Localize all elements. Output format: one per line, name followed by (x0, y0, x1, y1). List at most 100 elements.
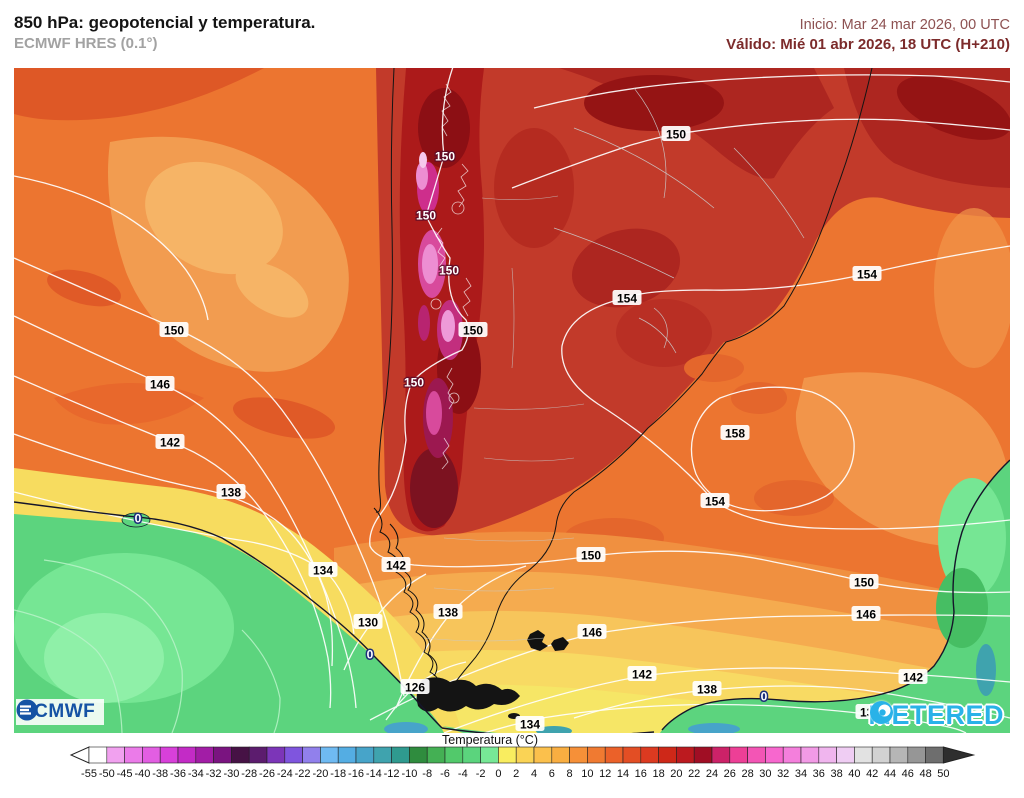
colorbar-tick: -6 (440, 768, 450, 780)
falkland-islands (527, 630, 569, 651)
colorbar-tick: -34 (188, 768, 204, 780)
colorbar-segment (765, 746, 784, 764)
contour-label-pill (353, 614, 383, 629)
contour-label-pill (381, 557, 411, 572)
colorbar-tick: -20 (312, 768, 328, 780)
contour-label-pill (145, 376, 175, 391)
colorbar-segment (818, 746, 837, 764)
colorbar-right-arrow (942, 746, 976, 764)
colorbar-tick: -28 (241, 768, 257, 780)
colorbar-tick: 24 (706, 768, 718, 780)
contour-label: 138 (438, 606, 458, 620)
colorbar-segment (177, 746, 197, 764)
colorbar-segment (515, 746, 535, 764)
contour-label-pill (661, 126, 691, 141)
contour-label-andes: 150 (439, 264, 459, 278)
colorbar-segment (124, 746, 143, 764)
colorbar-segment (871, 746, 891, 764)
contour-label: 150 (164, 324, 184, 338)
contour-label-pill (612, 290, 642, 305)
colorbar-tick: 2 (513, 768, 519, 780)
colorbar-tick: 38 (830, 768, 842, 780)
colorbar-tick: 14 (617, 768, 629, 780)
colorbar-tick: -10 (401, 768, 417, 780)
colorbar-segment (480, 746, 499, 764)
colorbar-tick: 42 (866, 768, 878, 780)
zero-isotherm-label: 0 (761, 690, 768, 704)
south-andes-crinkle (373, 507, 447, 709)
contour-label: 126 (405, 681, 425, 695)
colorbar-tick: 48 (919, 768, 931, 780)
colorbar-segment (195, 746, 214, 764)
colorbar-segment (747, 746, 766, 764)
colorbar-tick: 20 (670, 768, 682, 780)
colorbar-tick: 32 (777, 768, 789, 780)
map-area: 150 146 142 138 134 142 138 130 126 134 150 150 146 1… (14, 68, 1010, 733)
contour-label-andes: 150 (416, 209, 436, 223)
contour-label-pill (700, 493, 730, 508)
colorbar-title: Temperatura (°C) (442, 733, 538, 747)
contour-label: 158 (725, 427, 745, 441)
colorbar-tick: -8 (422, 768, 432, 780)
tierra-del-fuego (416, 677, 520, 712)
zero-isotherm (14, 459, 1010, 733)
colorbar-segment (462, 746, 481, 764)
colorbar-segment (693, 746, 713, 764)
contour-label-pill (720, 425, 750, 440)
contour-label: 150 (463, 324, 483, 338)
model-subtitle: ECMWF HRES (0.1°) (14, 35, 158, 53)
colorbar-segment (640, 746, 659, 764)
colorbar-tick: -45 (117, 768, 133, 780)
contour-label-pill (458, 322, 488, 337)
colorbar-tick: 16 (635, 768, 647, 780)
colorbar-segment (106, 746, 125, 764)
contour-label: 150 (666, 128, 686, 142)
colorbar-tick: -2 (476, 768, 486, 780)
contour-label-pill (627, 666, 657, 681)
colorbar-tick: 36 (813, 768, 825, 780)
colorbar-segment (729, 746, 748, 764)
colorbar-tick: 30 (759, 768, 771, 780)
colorbar-tick: -4 (458, 768, 468, 780)
colorbar-tick: 34 (795, 768, 807, 780)
colorbar-segment (337, 746, 357, 764)
colorbar-tick: -26 (259, 768, 275, 780)
colorbar-tick: 10 (581, 768, 593, 780)
contour-label: 146 (856, 608, 876, 622)
colorbar-segment (373, 746, 392, 764)
contour-label-pill (849, 574, 879, 589)
contour-label-pill (155, 434, 185, 449)
colorbar-segment (159, 746, 179, 764)
colorbar-left-arrow (69, 746, 90, 764)
colorbar-segment (676, 746, 695, 764)
colorbar-tick: 44 (884, 768, 896, 780)
colorbar-segment (925, 746, 944, 764)
colorbar-tick: 50 (937, 768, 949, 780)
colorbar-segment (889, 746, 909, 764)
colorbar-segment (266, 746, 286, 764)
contour-label: 146 (582, 626, 602, 640)
contour-label: 154 (857, 268, 877, 282)
contour-label-pill (577, 624, 607, 639)
colorbar-segment (231, 746, 250, 764)
contour-label: 154 (617, 292, 637, 306)
contour-label-andes: 150 (435, 150, 455, 164)
meteored-text-right: RED (945, 700, 1004, 730)
contour-label: 142 (160, 436, 180, 450)
contour-label: 130 (358, 616, 378, 630)
colorbar-segment (444, 746, 464, 764)
colorbar-segment (355, 746, 375, 764)
contour-label-pill (851, 606, 881, 621)
contour-label-pill (159, 322, 189, 337)
colorbar-tick: 18 (652, 768, 664, 780)
colorbar-tick: -38 (152, 768, 168, 780)
contour-label-andes: 150 (404, 376, 424, 390)
contour-label: 138 (221, 486, 241, 500)
colorbar-tick: -30 (223, 768, 239, 780)
colorbar-segment (587, 746, 606, 764)
colorbar-tick: 0 (495, 768, 501, 780)
contour-labels: 150 146 142 138 134 142 138 130 126 134 150 150 146 1… (133, 126, 928, 732)
colorbar-tick: -16 (348, 768, 364, 780)
colorbar-segment (213, 746, 232, 764)
